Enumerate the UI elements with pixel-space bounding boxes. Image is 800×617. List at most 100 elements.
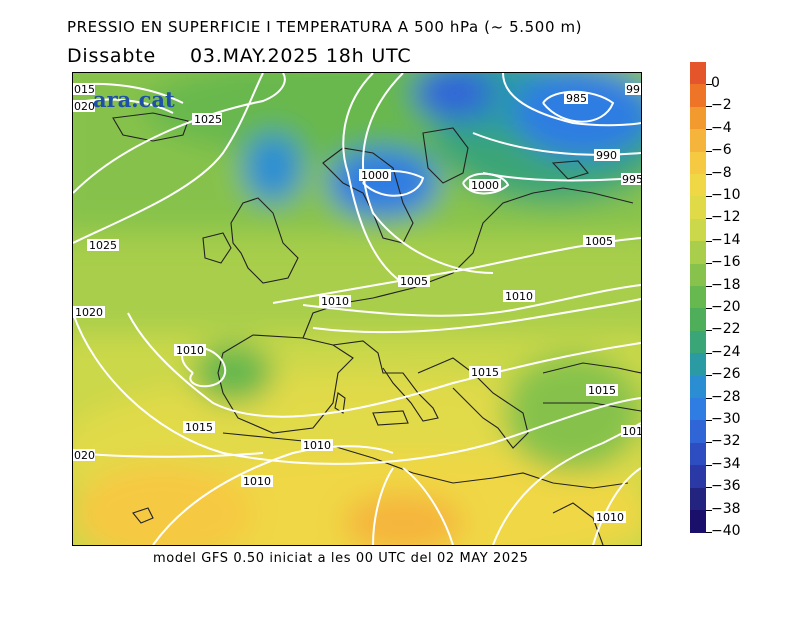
legend-label: −18 (711, 276, 741, 293)
legend-swatch (690, 196, 706, 220)
legend-label: −4 (711, 119, 732, 136)
svg-text:1025: 1025 (89, 239, 117, 252)
legend-swatch (690, 375, 706, 399)
legend-label: −24 (711, 343, 741, 360)
legend-swatch (690, 487, 706, 511)
legend-label: −40 (711, 523, 741, 539)
legend-tick (706, 375, 712, 377)
svg-text:1020: 1020 (75, 306, 103, 319)
legend-swatch (690, 308, 706, 332)
svg-text:1010: 1010 (596, 511, 624, 524)
legend-label: −14 (711, 231, 741, 248)
legend-swatch (690, 174, 706, 197)
isobar-label: 1025 (192, 113, 222, 126)
legend-label: −26 (711, 366, 741, 383)
legend-swatch (690, 442, 706, 466)
isobar-label: 1010 (319, 295, 351, 308)
legend-label: −2 (711, 97, 732, 114)
legend-tick (706, 218, 712, 220)
svg-text:020: 020 (74, 100, 95, 113)
legend-label: −34 (711, 455, 741, 472)
isobar-lines (73, 73, 641, 545)
legend-label: −10 (711, 187, 741, 203)
isobar-label: 1010 (301, 439, 333, 452)
ara-cat-logo: ara.cat (93, 87, 175, 112)
temperature-legend-bar (690, 62, 706, 554)
isobar-label: 020 (73, 449, 95, 462)
legend-tick (706, 442, 712, 444)
forecast-datetime: Dissabte 03.MAY.2025 18h UTC (67, 45, 411, 67)
legend-label: −38 (711, 500, 741, 517)
isobar-label: 015 (73, 83, 95, 96)
legend-label: −32 (711, 433, 741, 450)
svg-text:1015: 1015 (588, 384, 616, 397)
legend-swatch (690, 420, 706, 444)
isobar-label: 1005 (398, 275, 430, 288)
legend-tick (706, 397, 712, 399)
temperature-field (73, 73, 641, 545)
legend-tick (706, 352, 712, 354)
legend-swatch (690, 398, 706, 421)
legend-tick (706, 196, 712, 197)
isobar-label: 985 (564, 92, 588, 105)
svg-text:1010: 1010 (303, 439, 331, 452)
svg-text:995: 995 (622, 173, 641, 186)
svg-text:101: 101 (622, 425, 641, 438)
isobar-label: 1015 (183, 421, 215, 434)
svg-text:1000: 1000 (361, 169, 389, 182)
legend-tick (706, 128, 712, 130)
legend-tick (706, 464, 712, 466)
isobar-label: 1005 (583, 235, 615, 248)
legend-tick (706, 420, 712, 421)
legend-swatch (690, 353, 706, 377)
svg-text:1010: 1010 (505, 290, 533, 303)
svg-text:1015: 1015 (471, 366, 499, 379)
legend-label: −12 (711, 209, 741, 226)
isobar-labels: 015 020 1025 985 99 990 995 1000 1000 10… (73, 83, 641, 524)
svg-text:1025: 1025 (194, 113, 222, 126)
svg-text:015: 015 (74, 83, 95, 96)
svg-text:1010: 1010 (243, 475, 271, 488)
isobar-label: 1010 (594, 511, 626, 524)
svg-text:1005: 1005 (400, 275, 428, 288)
legend-swatch (690, 62, 706, 85)
svg-text:985: 985 (566, 92, 587, 105)
legend-swatch (690, 510, 706, 533)
weather-map: 015 020 1025 985 99 990 995 1000 1000 10… (72, 72, 642, 546)
legend-swatch (690, 263, 706, 287)
map-canvas: 015 020 1025 985 99 990 995 1000 1000 10… (73, 73, 641, 545)
isobar-label: 1000 (469, 179, 501, 192)
isobar-label: 990 (594, 149, 620, 162)
legend-swatch (690, 129, 706, 153)
legend-tick (706, 487, 712, 489)
isobar-label: 1000 (359, 169, 391, 182)
svg-text:99: 99 (626, 83, 640, 96)
isobar-label: 1025 (87, 239, 119, 252)
svg-text:020: 020 (74, 449, 95, 462)
legend-tick (706, 151, 712, 153)
legend-label: −30 (711, 411, 741, 427)
isobar-label: 995 (621, 173, 641, 186)
legend-label: −16 (711, 254, 741, 271)
legend-label: 0 (711, 75, 720, 91)
legend-tick (706, 509, 712, 511)
svg-text:990: 990 (596, 149, 617, 162)
isobar-label: 1015 (469, 366, 501, 379)
isobar-label: 020 (73, 100, 95, 113)
legend-label: −6 (711, 142, 732, 159)
svg-text:1015: 1015 (185, 421, 213, 434)
legend-label: −28 (711, 388, 741, 405)
legend-swatch (690, 465, 706, 489)
legend-tick (706, 84, 712, 85)
legend-tick (706, 173, 712, 175)
legend-label: −20 (711, 299, 741, 315)
legend-label: −22 (711, 321, 741, 338)
svg-text:1010: 1010 (176, 344, 204, 357)
forecast-run-time: 03.MAY.2025 18h UTC (189, 45, 412, 67)
legend-tick (706, 106, 712, 108)
svg-text:1005: 1005 (585, 235, 613, 248)
legend-label: −8 (711, 164, 732, 181)
legend-tick (706, 240, 712, 242)
legend-swatch (690, 241, 706, 265)
legend-swatch (690, 286, 706, 309)
